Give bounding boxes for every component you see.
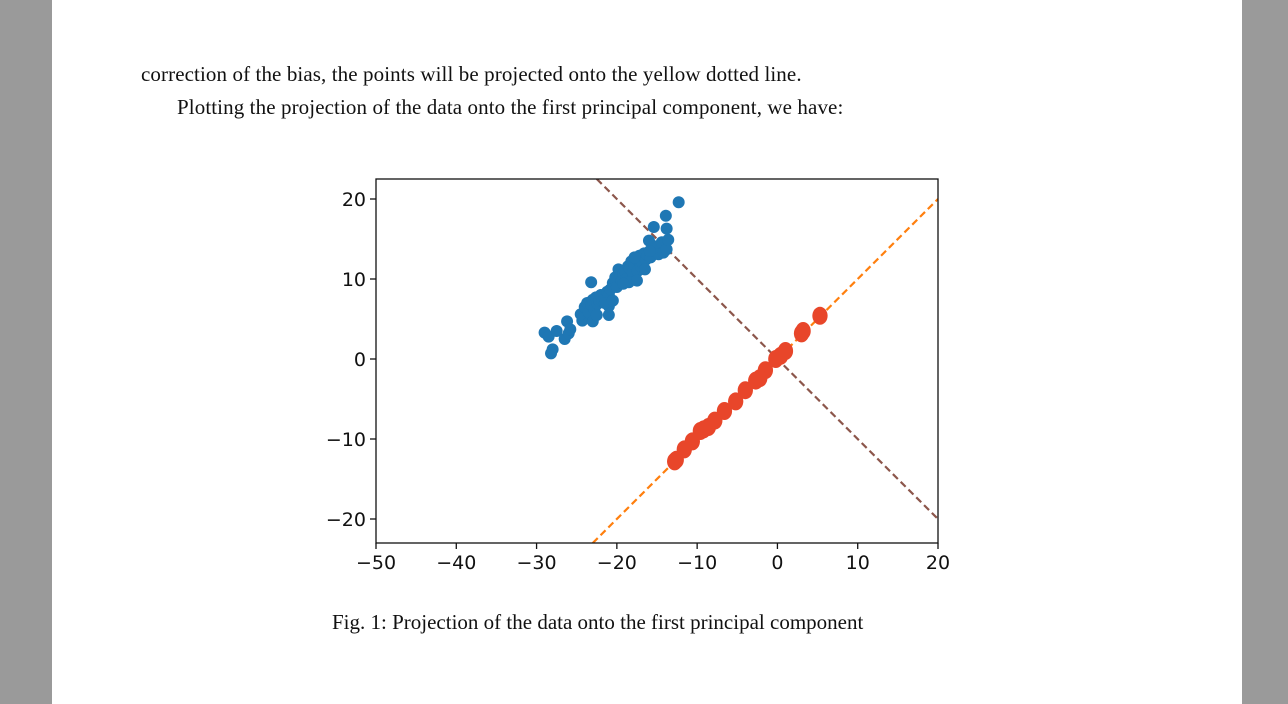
projected-point — [795, 322, 811, 340]
data-point — [564, 323, 577, 336]
projected-point — [812, 306, 828, 325]
y-tick-label: −20 — [326, 509, 366, 531]
y-tick-label: −10 — [326, 429, 366, 451]
paragraph-line-2: Plotting the projection of the data onto… — [177, 95, 844, 119]
x-tick-label: −10 — [677, 552, 717, 574]
projected-point — [668, 450, 684, 469]
data-point — [659, 209, 672, 222]
projected-point — [695, 420, 712, 439]
plot-area — [538, 179, 938, 543]
x-tick-label: −50 — [356, 552, 396, 574]
x-tick-label: 20 — [926, 552, 950, 574]
x-tick-label: −20 — [597, 552, 637, 574]
projected-point — [728, 392, 744, 411]
figure-caption: Fig. 1: Projection of the data onto the … — [332, 610, 864, 634]
y-tick-label: 10 — [342, 269, 366, 291]
data-point — [660, 222, 673, 235]
data-point — [628, 251, 641, 264]
data-point — [643, 245, 656, 257]
series-line-3 — [596, 179, 938, 520]
projected-point — [772, 346, 789, 365]
data-point — [638, 263, 651, 276]
data-point — [672, 196, 685, 209]
projected-point — [737, 381, 753, 400]
x-tick-label: 10 — [846, 552, 870, 574]
document-page: correction of the bias, the points will … — [52, 0, 1242, 704]
x-tick-label: −40 — [436, 552, 476, 574]
y-tick-label: 0 — [354, 349, 366, 371]
data-point — [660, 243, 673, 256]
data-point — [545, 347, 558, 360]
data-point — [647, 221, 660, 233]
data-point — [662, 233, 675, 246]
data-point — [617, 277, 630, 290]
paragraph-line-1: correction of the bias, the points will … — [141, 62, 802, 86]
x-tick-label: −30 — [517, 552, 557, 574]
x-tick-label: 0 — [771, 552, 783, 574]
y-tick-label: 20 — [342, 189, 366, 211]
projected-point — [752, 369, 768, 388]
data-point — [550, 325, 563, 337]
projected-point — [716, 402, 733, 420]
plot-frame — [375, 178, 939, 544]
data-point — [590, 309, 603, 321]
data-point — [630, 274, 643, 287]
data-point — [602, 309, 615, 321]
data-point — [585, 276, 598, 289]
data-point — [606, 294, 619, 307]
